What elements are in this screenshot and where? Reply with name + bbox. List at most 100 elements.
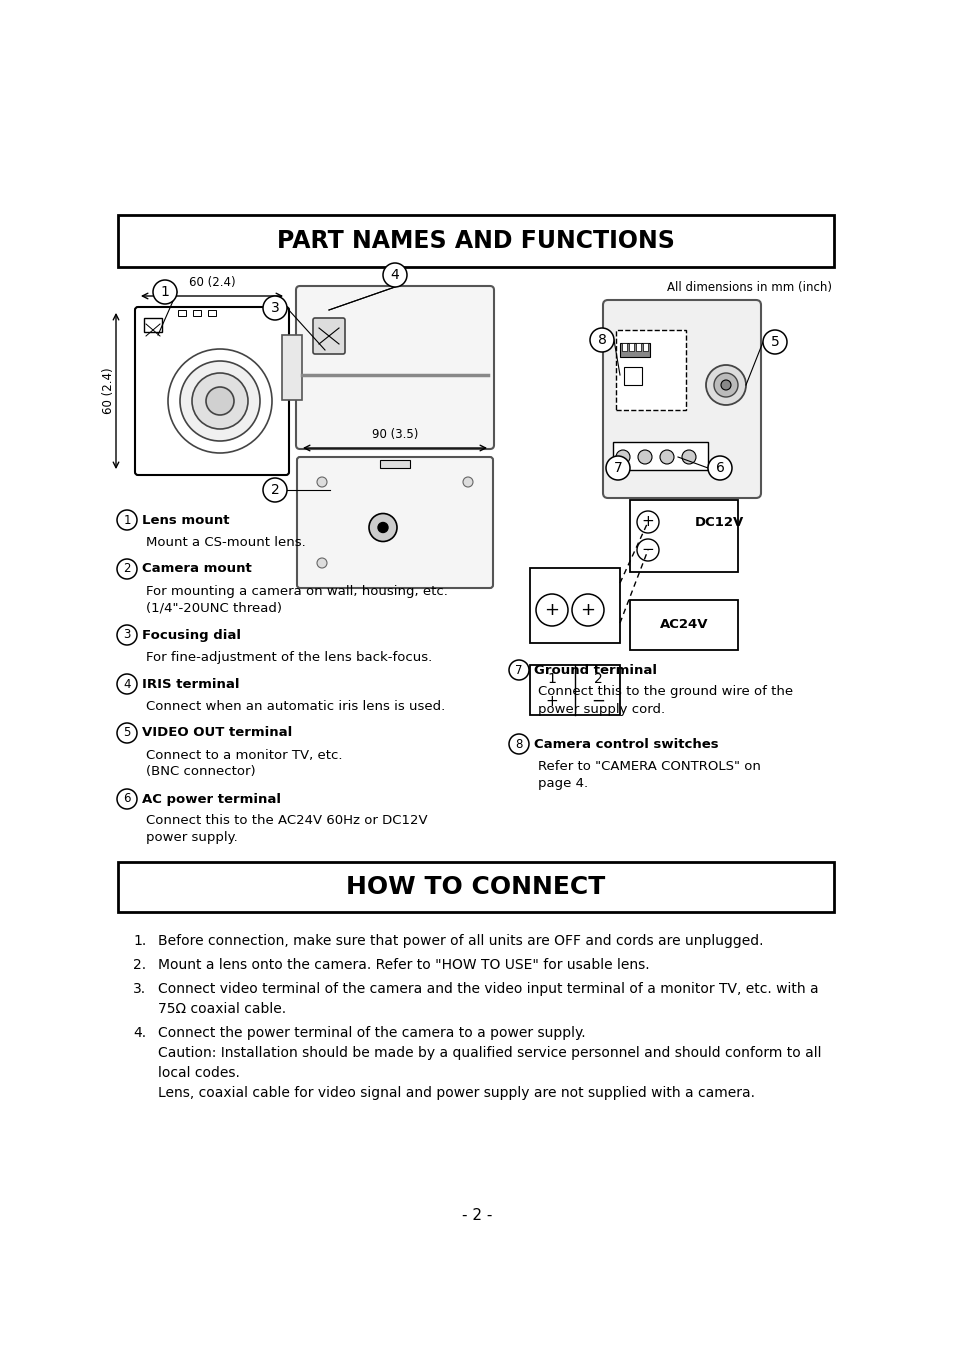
- Circle shape: [605, 457, 629, 480]
- Text: power supply cord.: power supply cord.: [537, 703, 664, 716]
- Text: 4.: 4.: [132, 1025, 146, 1040]
- Circle shape: [509, 661, 529, 680]
- FancyBboxPatch shape: [135, 307, 289, 476]
- FancyBboxPatch shape: [313, 317, 345, 354]
- Text: Before connection, make sure that power of all units are OFF and cords are unplu: Before connection, make sure that power …: [158, 934, 762, 948]
- Text: 8: 8: [597, 332, 606, 347]
- Circle shape: [713, 373, 738, 397]
- Bar: [629, 600, 738, 650]
- Bar: [282, 335, 302, 400]
- Text: For mounting a camera on wall, housing, etc.: For mounting a camera on wall, housing, …: [146, 585, 447, 597]
- Circle shape: [536, 594, 567, 626]
- Text: 8: 8: [515, 738, 522, 751]
- Bar: [642, 343, 647, 351]
- Text: (BNC connector): (BNC connector): [146, 766, 255, 778]
- Text: Camera mount: Camera mount: [142, 562, 252, 576]
- Text: DC12V: DC12V: [695, 516, 743, 528]
- Text: +: +: [545, 693, 558, 708]
- Text: page 4.: page 4.: [537, 777, 587, 789]
- Text: 3: 3: [123, 628, 131, 642]
- Circle shape: [117, 559, 137, 580]
- Circle shape: [707, 457, 731, 480]
- Bar: [616, 330, 685, 409]
- Text: (1/4"-20UNC thread): (1/4"-20UNC thread): [146, 601, 282, 615]
- Circle shape: [720, 380, 730, 390]
- Text: +: +: [544, 601, 558, 619]
- FancyBboxPatch shape: [296, 457, 493, 588]
- Bar: [636, 343, 640, 351]
- Bar: [623, 367, 641, 385]
- Text: −: −: [591, 692, 604, 711]
- Text: 60 (2.4): 60 (2.4): [102, 367, 115, 415]
- Bar: [208, 309, 215, 316]
- Circle shape: [263, 478, 287, 503]
- Bar: [144, 317, 162, 332]
- Text: 60 (2.4): 60 (2.4): [189, 276, 235, 289]
- Text: All dimensions in mm (inch): All dimensions in mm (inch): [666, 281, 831, 293]
- Text: −: −: [641, 543, 654, 558]
- Text: 6: 6: [715, 461, 723, 476]
- Text: local codes.: local codes.: [158, 1066, 239, 1079]
- Circle shape: [117, 789, 137, 809]
- Text: VIDEO OUT terminal: VIDEO OUT terminal: [142, 727, 292, 739]
- Text: AC power terminal: AC power terminal: [142, 793, 281, 805]
- Text: 1: 1: [547, 671, 556, 686]
- Bar: [628, 343, 634, 351]
- Circle shape: [168, 349, 272, 453]
- Text: Lens mount: Lens mount: [142, 513, 230, 527]
- Circle shape: [316, 558, 327, 567]
- Text: 4: 4: [123, 677, 131, 690]
- Text: 2: 2: [123, 562, 131, 576]
- Circle shape: [681, 450, 696, 463]
- Bar: [613, 442, 707, 470]
- Text: Camera control switches: Camera control switches: [534, 738, 718, 751]
- Circle shape: [117, 674, 137, 694]
- Circle shape: [589, 328, 614, 353]
- Text: Connect to a monitor TV, etc.: Connect to a monitor TV, etc.: [146, 748, 342, 762]
- Bar: [530, 665, 619, 715]
- Circle shape: [180, 361, 260, 440]
- Text: +: +: [579, 601, 595, 619]
- Bar: [178, 309, 186, 316]
- Text: 3.: 3.: [132, 982, 146, 996]
- Circle shape: [316, 477, 327, 486]
- Circle shape: [638, 450, 651, 463]
- Bar: [619, 343, 649, 357]
- Circle shape: [263, 296, 287, 320]
- Text: - 2 -: - 2 -: [461, 1208, 492, 1223]
- Circle shape: [705, 365, 745, 405]
- Text: AC24V: AC24V: [659, 619, 708, 631]
- Bar: [379, 459, 410, 467]
- Text: Connect the power terminal of the camera to a power supply.: Connect the power terminal of the camera…: [158, 1025, 585, 1040]
- Text: Mount a CS-mount lens.: Mount a CS-mount lens.: [146, 535, 305, 549]
- Circle shape: [382, 263, 407, 286]
- Bar: [530, 567, 619, 643]
- Text: Refer to "CAMERA CONTROLS" on: Refer to "CAMERA CONTROLS" on: [537, 759, 760, 773]
- Text: IRIS terminal: IRIS terminal: [142, 677, 239, 690]
- Text: For fine-adjustment of the lens back-focus.: For fine-adjustment of the lens back-foc…: [146, 650, 432, 663]
- Text: 2: 2: [271, 484, 279, 497]
- Text: +: +: [641, 515, 654, 530]
- Circle shape: [117, 723, 137, 743]
- Bar: [118, 862, 833, 912]
- Text: 75Ω coaxial cable.: 75Ω coaxial cable.: [158, 1002, 286, 1016]
- Circle shape: [572, 594, 603, 626]
- Circle shape: [192, 373, 248, 430]
- Text: 90 (3.5): 90 (3.5): [372, 428, 417, 440]
- Text: power supply.: power supply.: [146, 831, 237, 844]
- Text: 7: 7: [613, 461, 621, 476]
- Text: 1: 1: [160, 285, 170, 299]
- Bar: [118, 215, 833, 267]
- Text: 5: 5: [770, 335, 779, 349]
- Text: Focusing dial: Focusing dial: [142, 628, 241, 642]
- Bar: [621, 343, 626, 351]
- Text: 2: 2: [593, 671, 601, 686]
- Text: 4: 4: [390, 267, 399, 282]
- Circle shape: [117, 626, 137, 644]
- Text: Caution: Installation should be made by a qualified service personnel and should: Caution: Installation should be made by …: [158, 1046, 821, 1061]
- Text: PART NAMES AND FUNCTIONS: PART NAMES AND FUNCTIONS: [276, 230, 674, 253]
- Text: Connect this to the AC24V 60Hz or DC12V: Connect this to the AC24V 60Hz or DC12V: [146, 815, 427, 828]
- Text: 3: 3: [271, 301, 279, 315]
- Circle shape: [509, 734, 529, 754]
- Text: 1: 1: [123, 513, 131, 527]
